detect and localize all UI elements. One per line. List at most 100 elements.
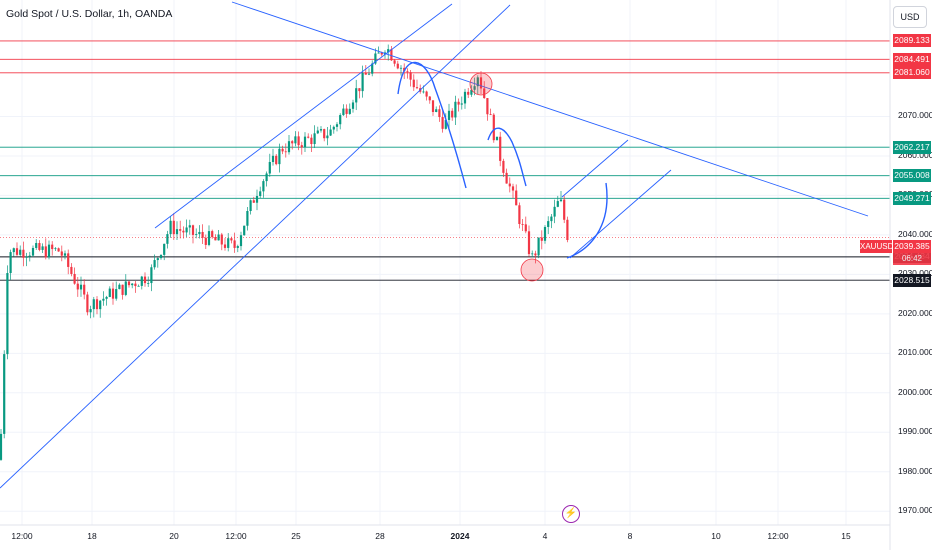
candle-body: [134, 283, 137, 287]
candle-body: [441, 117, 444, 129]
arc-projection-3: [566, 182, 608, 259]
candle-body: [57, 248, 60, 252]
candle-body: [284, 151, 287, 153]
currency-button[interactable]: USD: [893, 6, 927, 28]
candle-body: [121, 284, 124, 295]
level-price-label: 2049.271: [893, 191, 931, 205]
candle-body: [425, 91, 428, 97]
candle-body: [67, 253, 70, 267]
candle-body: [214, 237, 217, 241]
candle-body: [41, 246, 44, 250]
candle-body: [108, 288, 111, 297]
bottom-highlight-circle: [520, 258, 544, 282]
candle-body: [495, 136, 499, 141]
candle-body: [143, 276, 147, 284]
highlight-circles: [469, 72, 544, 282]
candle-body: [287, 141, 291, 153]
time-tick-label: 10: [711, 531, 721, 541]
candle-body: [406, 71, 409, 73]
price-tick-label: 2030.000: [898, 268, 932, 278]
candle-body: [147, 283, 150, 284]
candle-body: [227, 238, 230, 248]
candle-body: [111, 288, 115, 299]
candle-body: [140, 276, 143, 286]
candle-body: [467, 91, 470, 95]
candle-body: [473, 86, 476, 90]
candle-body: [163, 243, 166, 255]
candle-body: [278, 148, 281, 165]
candle-body: [185, 227, 188, 233]
candle-body: [367, 73, 371, 75]
price-tick-label: 1970.000: [898, 505, 932, 516]
candle-body: [335, 124, 339, 127]
last-price-label: 2039.385: [893, 240, 931, 253]
candle-body: [115, 289, 118, 299]
candle-body: [207, 231, 211, 245]
candle-body: [377, 52, 380, 54]
candle-body: [291, 141, 294, 144]
candle-body: [543, 226, 547, 241]
candle-body: [44, 246, 47, 258]
candle-body: [380, 52, 383, 55]
time-tick-label: 4: [542, 531, 548, 541]
candle-body: [547, 221, 550, 227]
candle-body: [9, 252, 12, 274]
candle-body: [483, 88, 486, 99]
price-tick-label: 2000.000: [898, 386, 932, 397]
time-tick-label: 8: [627, 531, 633, 541]
time-tick-label: 12:00: [767, 531, 789, 541]
candle-body: [156, 258, 159, 261]
candle-body: [249, 200, 252, 212]
candle-body: [243, 225, 246, 236]
candle-body: [332, 126, 335, 130]
top-highlight-circle: [469, 72, 493, 96]
candle-body: [470, 89, 473, 95]
candle-body: [508, 183, 511, 187]
candle-body: [438, 109, 441, 118]
candle-body: [524, 224, 527, 232]
candle-body: [399, 67, 403, 69]
time-tick-label: 2024: [450, 531, 470, 541]
candle-body: [307, 136, 310, 138]
candle-body: [73, 273, 76, 284]
candle-body: [518, 205, 521, 225]
candle-body: [268, 162, 271, 174]
candle-body: [351, 102, 355, 109]
candle-body: [76, 283, 79, 290]
candle-body: [188, 225, 191, 228]
price-tick-label: 2060.000: [898, 149, 932, 160]
candle-body: [316, 130, 319, 134]
candle-body: [220, 234, 223, 245]
candle-body: [83, 284, 86, 295]
channel-lower-line: [0, 4, 511, 489]
candle-body: [233, 240, 236, 248]
candle-body: [0, 433, 3, 460]
time-tick-label: 12:00: [11, 531, 33, 541]
candle-body: [310, 137, 313, 145]
level-price-label: 2055.008: [893, 169, 931, 183]
candle-body: [281, 148, 284, 152]
candle-body: [28, 255, 31, 257]
candle-body: [38, 243, 41, 250]
lightning-icon[interactable]: ⚡: [562, 505, 580, 523]
candle-body: [499, 136, 502, 161]
candle-body: [566, 219, 569, 241]
candle-body: [355, 88, 358, 103]
candle-body: [447, 110, 451, 120]
candle-body: [342, 108, 345, 116]
candle-body: [102, 298, 105, 301]
candle-body: [396, 63, 399, 69]
candle-body: [201, 231, 204, 238]
candle-body: [502, 160, 505, 173]
time-tick-label: 28: [375, 531, 385, 541]
candle-body: [431, 100, 435, 112]
level-price-label: 2028.515: [893, 273, 931, 287]
candle-body: [553, 206, 556, 217]
candle-body: [99, 300, 102, 310]
candle-body: [6, 273, 9, 355]
candle-body: [486, 98, 489, 115]
candle-body: [12, 248, 15, 253]
candle-body: [329, 129, 332, 136]
candle-body: [175, 229, 179, 235]
